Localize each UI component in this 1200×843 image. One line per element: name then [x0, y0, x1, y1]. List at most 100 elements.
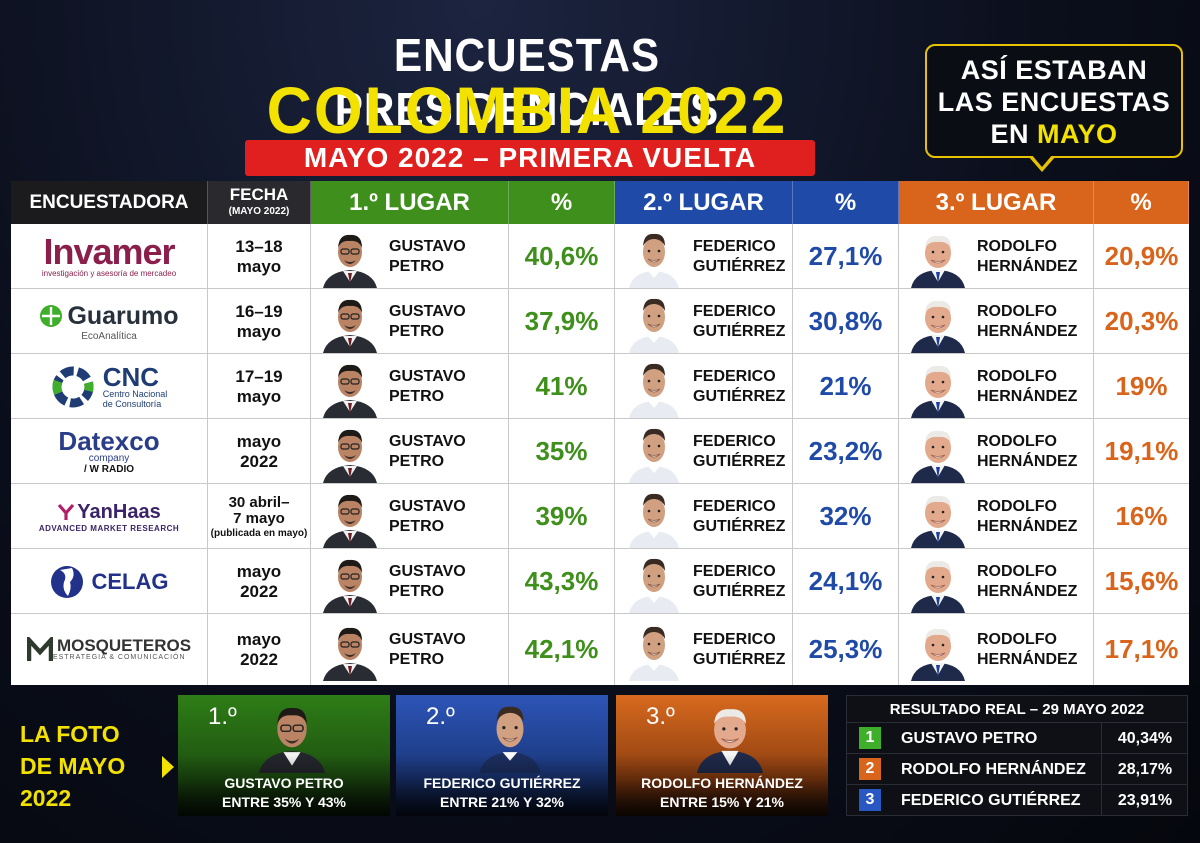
name-line2: HERNÁNDEZ	[977, 650, 1078, 668]
divider	[1101, 785, 1102, 816]
result-pct: 28,17%	[1117, 761, 1173, 778]
petro-avatar	[319, 551, 381, 613]
divider	[1101, 754, 1102, 785]
mosqueteros-logo: MOSQUETEROS ESTRATEGIA & COMUNICACIÓN	[26, 636, 192, 663]
cnc-ring-icon	[52, 366, 94, 407]
second-place-cell: FEDERICO GUTIÉRREZ	[615, 289, 793, 354]
first-name: GUSTAVO PETRO	[389, 237, 466, 277]
summary-card-third: 3.º RODOLFO HERNÁNDEZ ENTRE 15% Y 21%	[616, 695, 828, 816]
result-row: 3 FEDERICO GUTIÉRREZ 23,91%	[847, 785, 1187, 816]
first-pct: 40,6%	[509, 224, 615, 289]
fecha-cell: mayo 2022	[208, 549, 311, 614]
pollster-cell: YanHaas ADVANCED MARKET RESEARCH	[11, 484, 208, 549]
petro-avatar	[319, 619, 381, 681]
card-range: ENTRE 15% Y 21%	[660, 794, 784, 810]
fecha-cell: 13–18 mayo	[208, 224, 311, 289]
fico-avatar	[623, 356, 685, 418]
fico-avatar	[623, 486, 685, 548]
callout-line1: ASÍ ESTABAN	[960, 55, 1148, 85]
callout-box: ASÍ ESTABAN LAS ENCUESTAS EN MAYO	[925, 44, 1183, 158]
logo-subtext: EcoAnalítica	[81, 330, 137, 342]
result-row: 1 GUSTAVO PETRO 40,34%	[847, 723, 1187, 754]
header-lugar2: 2.º LUGAR	[615, 181, 793, 224]
third-place-cell: RODOLFO HERNÁNDEZ	[899, 614, 1094, 685]
first-pct: 39%	[509, 484, 615, 549]
first-pct: 37,9%	[509, 289, 615, 354]
result-name: RODOLFO HERNÁNDEZ	[901, 761, 1086, 778]
name-line1: RODOLFO	[977, 630, 1057, 648]
header-pct2: %	[793, 181, 899, 224]
first-name: GUSTAVO PETRO	[389, 367, 466, 407]
first-place-cell: GUSTAVO PETRO	[311, 484, 509, 549]
card-shade	[178, 755, 390, 816]
table-row: YanHaas ADVANCED MARKET RESEARCH 30 abri…	[11, 484, 1189, 549]
name-line1: FEDERICO	[693, 367, 776, 385]
name-line2: GUTIÉRREZ	[693, 322, 786, 340]
logo-subtext: ADVANCED MARKET RESEARCH	[38, 523, 180, 533]
petro-avatar	[319, 356, 381, 418]
name-line2: HERNÁNDEZ	[977, 387, 1078, 405]
table-row: Datexco company / W RADIO mayo 2022 GUSTA…	[11, 419, 1189, 484]
yanhaas-mark-icon	[58, 503, 75, 520]
summary-card-second: 2.º FEDERICO GUTIÉRREZ ENTRE 21% Y 32%	[396, 695, 608, 816]
summary-card-first: 1.º GUSTAVO PETRO ENTRE 35% Y 43%	[178, 695, 390, 816]
card-rank: 3.º	[646, 703, 675, 730]
header-encuestadora: ENCUESTADORA	[11, 181, 208, 224]
header-fecha: FECHA (MAYO 2022)	[208, 181, 311, 224]
rank-badge: 1	[859, 727, 881, 749]
rodolfo-avatar	[907, 291, 969, 353]
third-place-cell: RODOLFO HERNÁNDEZ	[899, 484, 1094, 549]
table-row: MOSQUETEROS ESTRATEGIA & COMUNICACIÓN ma…	[11, 614, 1189, 685]
name-line2: PETRO	[389, 517, 445, 535]
rank-badge: 2	[859, 758, 881, 780]
fecha-line2: mayo	[236, 321, 282, 341]
name-line2: GUTIÉRREZ	[693, 582, 786, 600]
rodolfo-avatar	[907, 486, 969, 548]
name-line2: GUTIÉRREZ	[693, 387, 786, 405]
callout-tail	[1028, 154, 1056, 172]
table-row: CNC Centro Nacional de Consultoría 17–19…	[11, 354, 1189, 419]
fecha-line1: 17–19	[235, 366, 283, 386]
subtitle-banner: MAYO 2022 – PRIMERA VUELTA	[245, 140, 815, 176]
callout-line3: EN MAYO	[927, 118, 1181, 150]
name-line2: GUTIÉRREZ	[693, 517, 786, 535]
pollster-cell: Datexco company / W RADIO	[11, 419, 208, 484]
logo-text: CELAG	[91, 568, 169, 594]
card-range: ENTRE 21% Y 32%	[440, 794, 564, 810]
fecha-line2: mayo	[236, 386, 282, 406]
name-line1: GUSTAVO	[389, 432, 466, 450]
second-place-cell: FEDERICO GUTIÉRREZ	[615, 549, 793, 614]
third-pct: 19,1%	[1104, 436, 1179, 466]
card-name: FEDERICO GUTIÉRREZ	[423, 775, 581, 791]
callout-highlight: MAYO	[1036, 119, 1118, 149]
name-line1: FEDERICO	[693, 497, 776, 515]
third-name: RODOLFO HERNÁNDEZ	[977, 432, 1077, 472]
fico-avatar	[623, 551, 685, 613]
result-title: RESULTADO REAL – 29 MAYO 2022	[847, 696, 1187, 723]
name-line2: HERNÁNDEZ	[977, 257, 1078, 275]
fecha-cell: mayo 2022	[208, 614, 311, 685]
first-pct: 42,1%	[509, 614, 615, 685]
logo-text: MOSQUETEROS	[56, 636, 192, 655]
name-line1: GUSTAVO	[389, 497, 466, 515]
table-row: CELAG mayo 2022 GUSTAVO PETRO 43,3% FEDERI…	[11, 549, 1189, 614]
yanhaas-logo: YanHaas ADVANCED MARKET RESEARCH	[39, 501, 179, 533]
name-line2: GUTIÉRREZ	[693, 650, 786, 668]
logo-text: Guarumo	[67, 301, 179, 330]
polls-table: ENCUESTADORA FECHA (MAYO 2022) 1.º LUGAR…	[11, 181, 1189, 685]
header-pct3: %	[1094, 181, 1189, 224]
rodolfo-avatar	[907, 619, 969, 681]
pollster-cell: Guarumo EcoAnalítica	[11, 289, 208, 354]
second-name: FEDERICO GUTIÉRREZ	[693, 562, 785, 602]
cnc-logo: CNC Centro Nacional de Consultoría	[51, 364, 167, 409]
first-place-cell: GUSTAVO PETRO	[311, 224, 509, 289]
second-place-cell: FEDERICO GUTIÉRREZ	[615, 484, 793, 549]
fecha-line1: mayo	[236, 561, 282, 581]
logo-text: Invamer	[43, 231, 175, 272]
result-row: 2 RODOLFO HERNÁNDEZ 28,17%	[847, 754, 1187, 785]
first-name: GUSTAVO PETRO	[389, 432, 466, 472]
fecha-line1: 13–18	[235, 236, 283, 256]
fecha-note: (publicada en mayo)	[210, 527, 308, 539]
card-rank: 2.º	[426, 703, 455, 730]
rodolfo-avatar	[907, 551, 969, 613]
